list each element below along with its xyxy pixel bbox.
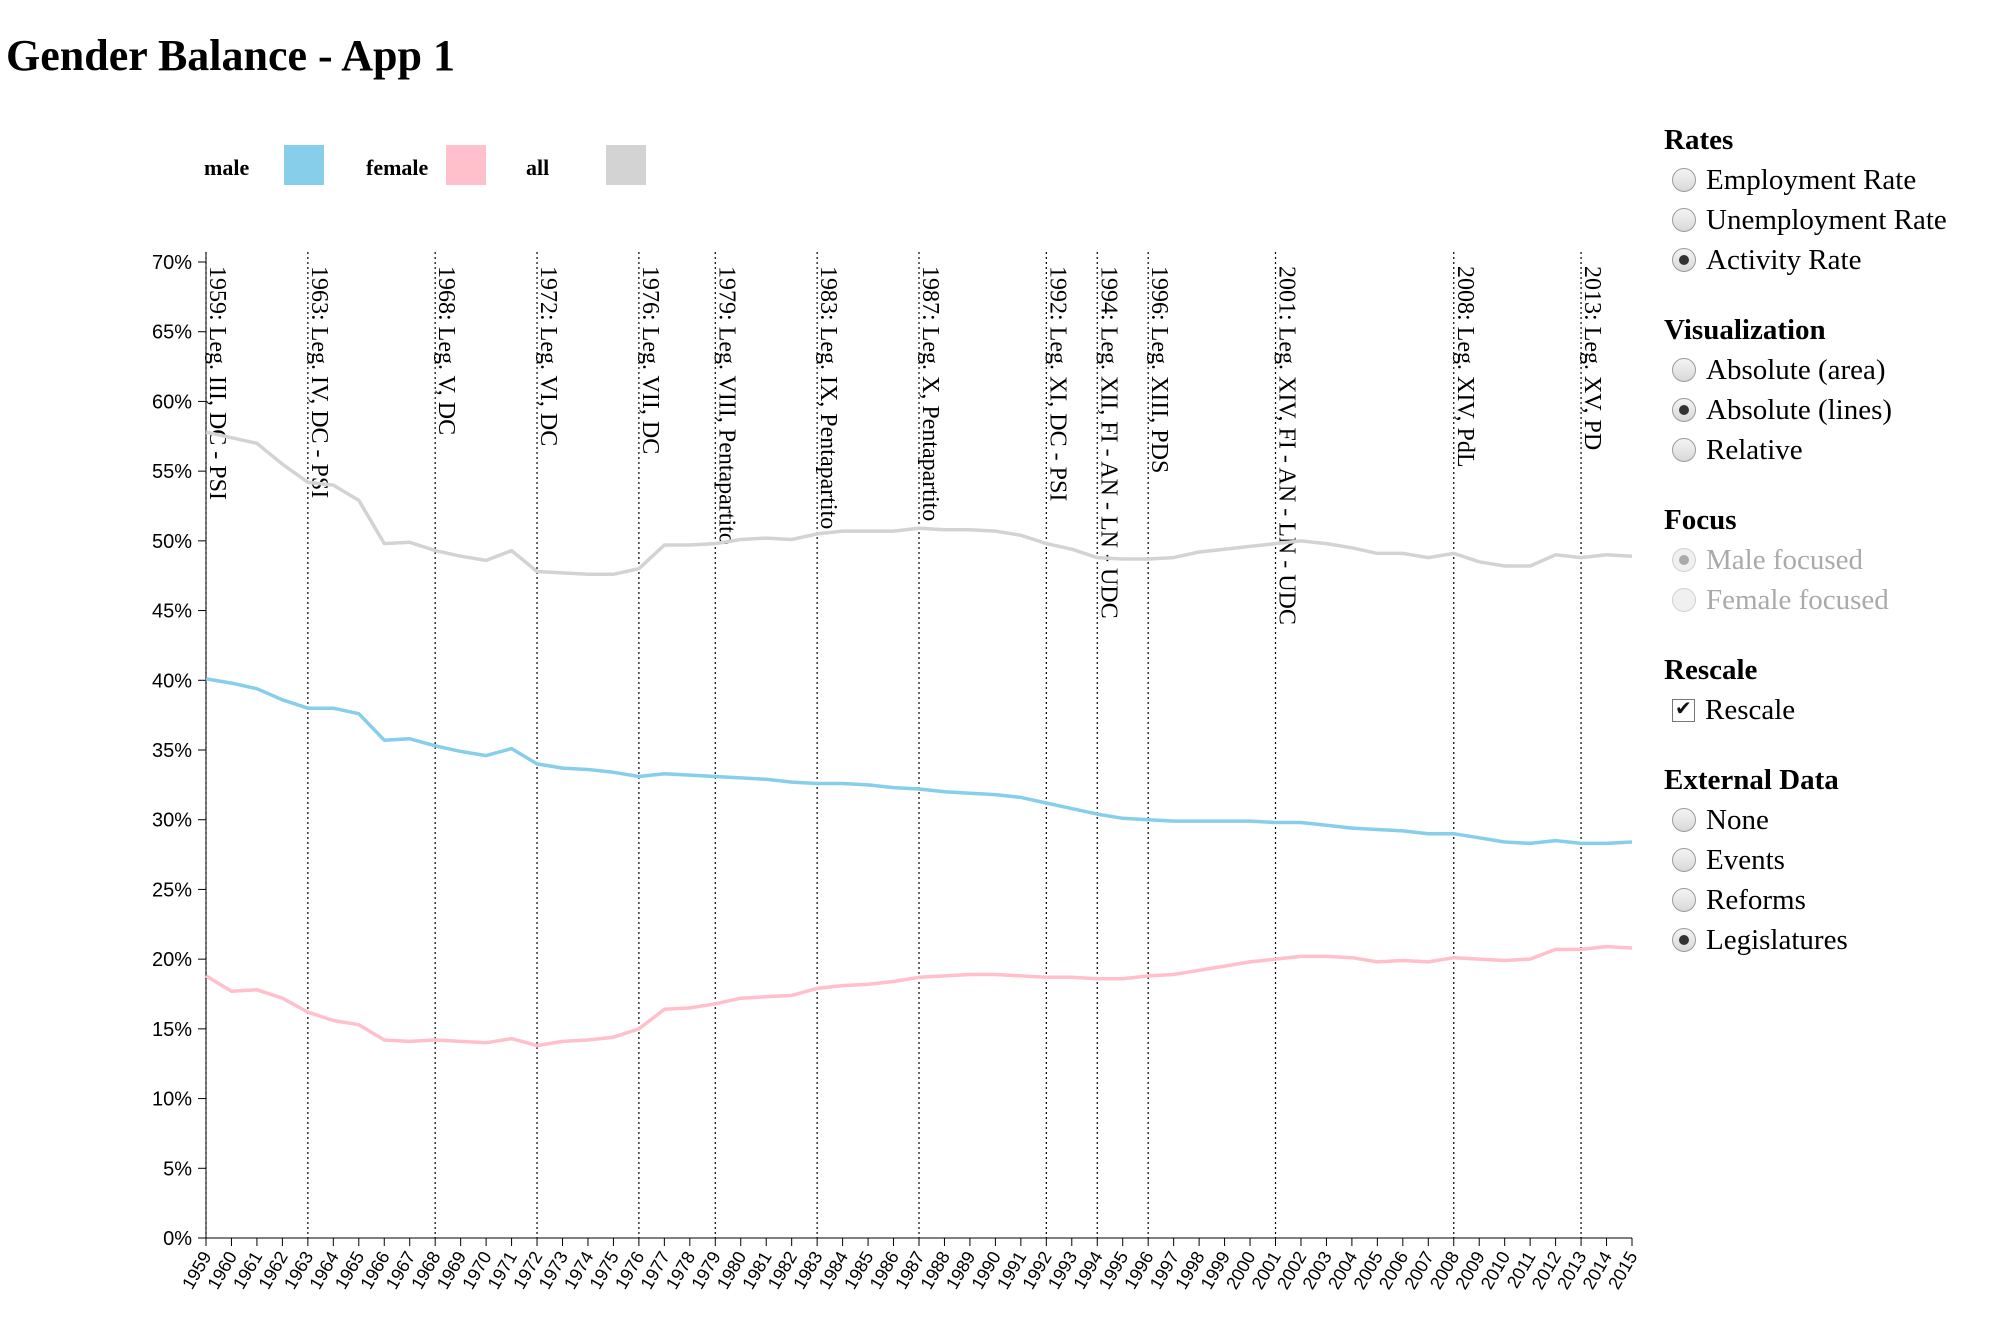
option-label: Female focused bbox=[1706, 583, 1889, 616]
event-label-1968: 1968: Leg. V, DC bbox=[433, 266, 459, 435]
y-tick-label: 45% bbox=[152, 601, 192, 623]
checkbox-rescale[interactable]: Rescale bbox=[1664, 690, 1984, 730]
event-label-1972: 1972: Leg. VI, DC bbox=[535, 266, 561, 446]
option-label: Male focused bbox=[1706, 543, 1864, 576]
y-tick-label: 15% bbox=[152, 1019, 192, 1041]
controls-panel: Rates Employment Rate Unemployment Rate Act… bbox=[1664, 122, 1984, 992]
event-label-1983: 1983: Leg. IX, Pentapartito bbox=[815, 266, 841, 529]
y-tick-label: 55% bbox=[152, 461, 192, 483]
legend-label-all: all bbox=[526, 155, 549, 180]
activity-rate-chart: male female all 0% 5% 10% 15% 20% 25% 30% 35% 40% 4… bbox=[152, 145, 1640, 1293]
radio-icon[interactable] bbox=[1672, 438, 1696, 462]
radio-unemployment-rate[interactable]: Unemployment Rate bbox=[1664, 200, 1984, 240]
y-tick-label: 30% bbox=[152, 810, 192, 832]
radio-icon[interactable] bbox=[1672, 208, 1696, 232]
control-group-focus: Focus Male focused Female focused bbox=[1664, 502, 1984, 620]
legend-swatch-female bbox=[446, 145, 486, 185]
radio-activity-rate[interactable]: Activity Rate bbox=[1664, 240, 1984, 280]
y-tick-label: 25% bbox=[152, 879, 192, 901]
radio-icon[interactable] bbox=[1672, 358, 1696, 382]
event-label-2001: 2001: Leg. XIV, FI - AN - LN - UDC bbox=[1274, 266, 1300, 625]
radio-icon[interactable] bbox=[1672, 928, 1696, 952]
y-axis: 0% 5% 10% 15% 20% 25% 30% 35% 40% 45% 50% 55% 60% 65%… bbox=[152, 252, 207, 1250]
radio-absolute-area[interactable]: Absolute (area) bbox=[1664, 350, 1984, 390]
radio-icon[interactable] bbox=[1672, 888, 1696, 912]
option-label: None bbox=[1706, 803, 1769, 836]
x-axis: 1959196019611962196319641965196619671968… bbox=[178, 1237, 1640, 1293]
event-label-1994: 1994: Leg. XII, FI - AN - LN - UDC bbox=[1095, 266, 1121, 619]
legislature-event-lines: 1959: Leg. III, DC - PSI 1963: Leg. IV, D… bbox=[204, 252, 1605, 1238]
option-label: Absolute (lines) bbox=[1706, 393, 1893, 426]
option-label: Legislatures bbox=[1706, 923, 1848, 956]
y-tick-label: 5% bbox=[163, 1158, 192, 1180]
option-label: Reforms bbox=[1706, 883, 1806, 916]
option-label: Activity Rate bbox=[1706, 243, 1862, 276]
option-label: Absolute (area) bbox=[1706, 353, 1886, 386]
control-group-title: Rates bbox=[1664, 124, 1734, 156]
radio-male-focused: Male focused bbox=[1664, 540, 1984, 580]
event-label-1959: 1959: Leg. III, DC - PSI bbox=[204, 266, 230, 500]
radio-absolute-lines[interactable]: Absolute (lines) bbox=[1664, 390, 1984, 430]
event-label-1992: 1992: Leg. XI, DC - PSI bbox=[1044, 266, 1070, 501]
radio-reforms[interactable]: Reforms bbox=[1664, 880, 1984, 920]
control-group-title: Rescale bbox=[1664, 654, 1758, 686]
event-label-2013: 2013: Leg. XV, PD bbox=[1579, 266, 1605, 450]
legend-label-female: female bbox=[366, 155, 429, 180]
control-group-title: Visualization bbox=[1664, 314, 1826, 346]
radio-icon bbox=[1672, 548, 1696, 572]
legend-swatch-male bbox=[284, 145, 324, 185]
radio-legislatures[interactable]: Legislatures bbox=[1664, 920, 1984, 960]
checkbox-icon[interactable] bbox=[1672, 696, 1695, 722]
chart-legend: male female all bbox=[204, 145, 646, 185]
radio-icon[interactable] bbox=[1672, 848, 1696, 872]
radio-none[interactable]: None bbox=[1664, 800, 1984, 840]
event-label-2008: 2008: Leg. XIV, PdL bbox=[1452, 266, 1478, 468]
event-label-1996: 1996: Leg. XIII, PDS bbox=[1146, 266, 1172, 473]
y-tick-label: 70% bbox=[152, 252, 192, 274]
legend-label-male: male bbox=[204, 155, 249, 180]
event-label-1987: 1987: Leg. X, Pentapartito bbox=[917, 266, 943, 521]
event-label-1976: 1976: Leg. VII, DC bbox=[637, 266, 663, 454]
y-tick-label: 60% bbox=[152, 391, 192, 413]
legend-swatch-all bbox=[606, 145, 646, 185]
radio-events[interactable]: Events bbox=[1664, 840, 1984, 880]
page-title: Gender Balance - App 1 bbox=[6, 31, 456, 80]
series-lines bbox=[205, 430, 1633, 1048]
control-group-rates: Rates Employment Rate Unemployment Rate Act… bbox=[1664, 122, 1984, 280]
y-tick-label: 40% bbox=[152, 670, 192, 692]
y-tick-label: 50% bbox=[152, 531, 192, 553]
radio-relative[interactable]: Relative bbox=[1664, 430, 1984, 470]
option-label: Relative bbox=[1706, 433, 1803, 466]
option-label: Unemployment Rate bbox=[1706, 203, 1947, 236]
y-tick-label: 35% bbox=[152, 740, 192, 762]
y-tick-label: 10% bbox=[152, 1089, 192, 1111]
y-tick-label: 20% bbox=[152, 949, 192, 971]
radio-icon[interactable] bbox=[1672, 808, 1696, 832]
series-line-all bbox=[205, 430, 1633, 577]
control-group-external-data: External Data None Events Reforms Legislatur… bbox=[1664, 762, 1984, 960]
option-label: Rescale bbox=[1705, 693, 1796, 726]
radio-icon[interactable] bbox=[1672, 168, 1696, 192]
series-line-female bbox=[205, 944, 1633, 1048]
radio-icon[interactable] bbox=[1672, 398, 1696, 422]
control-group-visualization: Visualization Absolute (area) Absolute (li… bbox=[1664, 312, 1984, 470]
event-label-1979: 1979: Leg. VIII, Pentapartito bbox=[713, 266, 739, 545]
radio-icon[interactable] bbox=[1672, 248, 1696, 272]
radio-icon bbox=[1672, 588, 1696, 612]
event-label-1963: 1963: Leg. IV, DC - PSI bbox=[306, 266, 332, 498]
radio-employment-rate[interactable]: Employment Rate bbox=[1664, 160, 1984, 200]
option-label: Employment Rate bbox=[1706, 163, 1917, 196]
control-group-title: Focus bbox=[1664, 504, 1737, 536]
control-group-rescale: Rescale Rescale bbox=[1664, 652, 1984, 730]
y-tick-label: 0% bbox=[163, 1228, 192, 1250]
series-line-male bbox=[205, 677, 1633, 846]
option-label: Events bbox=[1706, 843, 1785, 876]
radio-female-focused: Female focused bbox=[1664, 580, 1984, 620]
y-tick-label: 65% bbox=[152, 322, 192, 344]
control-group-title: External Data bbox=[1664, 764, 1839, 796]
